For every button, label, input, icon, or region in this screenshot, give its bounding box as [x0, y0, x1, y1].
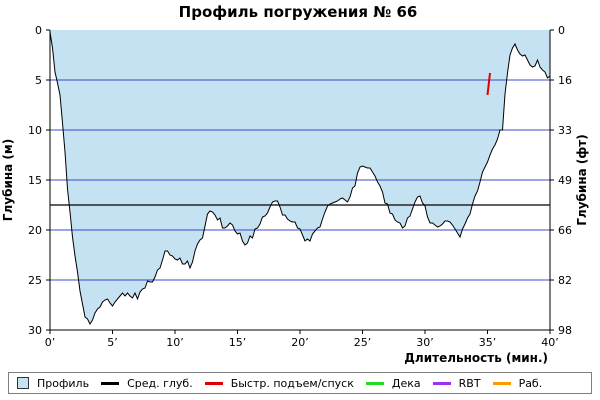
y-tick-label-right: 33 — [558, 124, 572, 137]
plot-area: 0 5 10 15 20 25 30 0 16 33 49 66 82 98 0’ 5’ 10’ 15’ 20’ 25… — [28, 24, 572, 349]
x-tick-label: 10’ — [166, 336, 184, 349]
y-tick-label-left: 20 — [28, 224, 42, 237]
x-tick-label: 30’ — [416, 336, 434, 349]
y-tick-label-right: 0 — [558, 24, 565, 37]
y-tick-label-right: 98 — [558, 324, 572, 337]
fast-ascent-segment — [486, 72, 491, 96]
legend-item: Профиль — [17, 377, 89, 390]
legend-swatch — [365, 381, 384, 385]
legend-item: Сред. глуб. — [101, 377, 193, 390]
x-tick-label: 5’ — [107, 336, 118, 349]
legend-label: RBT — [458, 376, 481, 390]
y-tick-label-right: 16 — [558, 74, 572, 87]
x-tick-label: 25’ — [354, 336, 372, 349]
legend-swatch — [492, 381, 511, 385]
y-tick-label-right: 49 — [558, 174, 572, 187]
legend-label: Профиль — [37, 376, 90, 390]
x-tick-label: 15’ — [229, 336, 247, 349]
legend-label: Дека — [391, 376, 421, 390]
legend-swatch — [101, 381, 120, 385]
legend-label: Раб. — [518, 376, 543, 390]
legend-swatch — [204, 381, 223, 385]
legend-item: Дека — [365, 376, 421, 390]
y-tick-label-left: 15 — [28, 174, 42, 187]
y-tick-label-left: 10 — [28, 124, 42, 137]
y-tick-label-right: 82 — [558, 274, 572, 287]
x-tick-label: 40’ — [541, 336, 559, 349]
legend-swatch — [17, 377, 29, 389]
y-axis-label-left: Глубина (м) — [1, 139, 15, 221]
profile-line — [49, 31, 551, 326]
legend-item: Раб. — [492, 376, 543, 390]
y-tick-label-right: 66 — [558, 224, 572, 237]
legend-item: RBT — [432, 376, 481, 390]
y-tick-label-left: 25 — [28, 274, 42, 287]
legend-swatch — [432, 381, 451, 385]
y-axis-label-right: Глубина (фт) — [575, 134, 589, 225]
legend-label: Быстр. подъем/спуск — [230, 376, 354, 390]
profile-area — [50, 30, 550, 324]
chart-title: Профиль погружения № 66 — [179, 3, 418, 21]
x-tick-label: 20’ — [291, 336, 309, 349]
legend-label: Сред. глуб. — [127, 376, 193, 390]
legend-item: Быстр. подъем/спуск — [204, 376, 354, 390]
x-tick-label: 0’ — [45, 336, 56, 349]
x-tick-label: 35’ — [479, 336, 497, 349]
y-tick-label-left: 30 — [28, 324, 42, 337]
y-tick-label-left: 0 — [35, 24, 42, 37]
x-axis-label: Длительность (мин.) — [404, 351, 548, 365]
legend: Профиль Сред. глуб. Быстр. подъем/спуск Дек… — [8, 372, 592, 394]
y-tick-label-left: 5 — [35, 74, 42, 87]
